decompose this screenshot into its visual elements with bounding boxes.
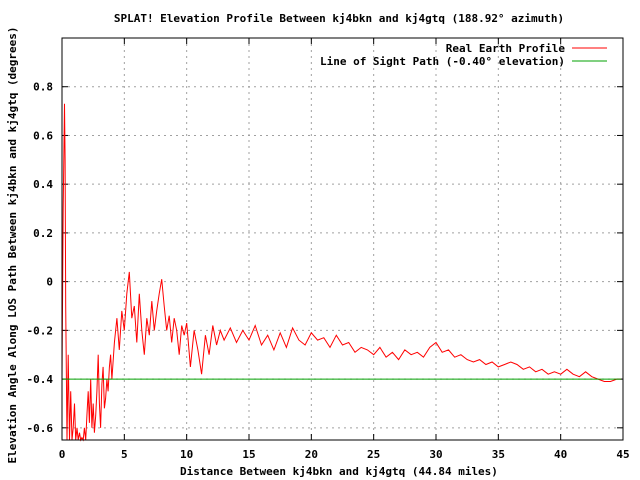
x-tick-label: 20 xyxy=(305,448,318,461)
x-tick-label: 10 xyxy=(180,448,193,461)
real-earth-profile-line xyxy=(61,103,621,442)
plot-series xyxy=(61,103,621,442)
y-tick-label: -0.6 xyxy=(27,422,54,435)
grid xyxy=(62,38,623,440)
y-ticks: -0.6 -0.4 -0.2 0 0.2 0.4 0.6 0.8 xyxy=(27,81,623,435)
y-tick-label: 0 xyxy=(46,276,53,289)
legend-label-real-earth: Real Earth Profile xyxy=(446,42,566,55)
x-tick-label: 0 xyxy=(59,448,66,461)
y-tick-label: 0.8 xyxy=(33,81,53,94)
x-tick-label: 15 xyxy=(242,448,255,461)
x-ticks: 0 5 10 15 20 25 30 35 40 45 xyxy=(59,38,630,461)
x-tick-label: 30 xyxy=(429,448,442,461)
y-tick-label: 0.4 xyxy=(33,178,53,191)
x-tick-label: 25 xyxy=(367,448,380,461)
x-tick-label: 45 xyxy=(616,448,629,461)
x-tick-label: 35 xyxy=(492,448,505,461)
y-tick-label: -0.4 xyxy=(27,373,54,386)
y-tick-label: 0.2 xyxy=(33,227,53,240)
x-tick-label: 40 xyxy=(554,448,567,461)
legend: Real Earth Profile Line of Sight Path (-… xyxy=(320,42,607,68)
y-axis-label: Elevation Angle Along LOS Path Between k… xyxy=(6,26,19,463)
x-axis-label: Distance Between kj4bkn and kj4gtq (44.8… xyxy=(180,465,498,478)
y-tick-label: -0.2 xyxy=(27,324,54,337)
y-tick-label: 0.6 xyxy=(33,129,53,142)
chart-title: SPLAT! Elevation Profile Between kj4bkn … xyxy=(114,12,564,25)
plot-frame xyxy=(61,37,624,441)
x-tick-label: 5 xyxy=(121,448,128,461)
legend-label-los: Line of Sight Path (-0.40° elevation) xyxy=(320,55,565,68)
